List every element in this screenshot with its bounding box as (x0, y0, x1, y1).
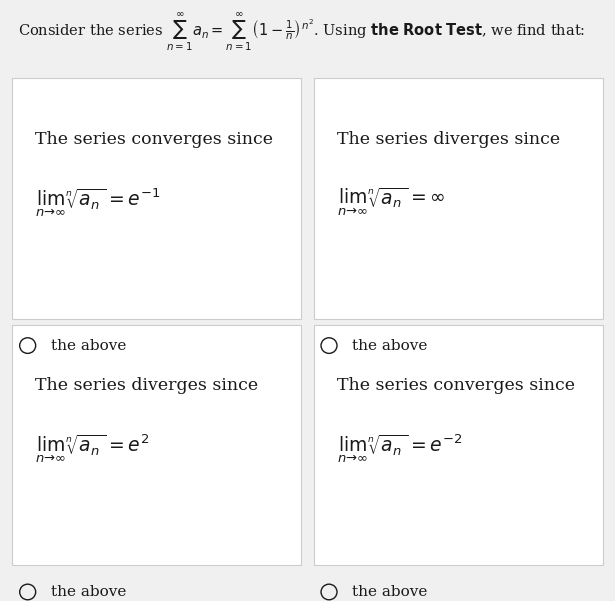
Text: The series diverges since: The series diverges since (337, 131, 560, 148)
Text: $\lim_{n \to \infty} \sqrt[n]{a_n} = e^{2}$: $\lim_{n \to \infty} \sqrt[n]{a_n} = e^{… (36, 433, 149, 465)
Text: the above: the above (352, 338, 428, 353)
Text: the above: the above (352, 585, 428, 599)
Text: the above: the above (51, 338, 127, 353)
Text: the above: the above (51, 585, 127, 599)
Text: The series diverges since: The series diverges since (36, 377, 258, 394)
Text: The series converges since: The series converges since (337, 377, 575, 394)
Text: The series converges since: The series converges since (36, 131, 274, 148)
Text: Consider the series $\sum_{n=1}^{\infty} a_n = \sum_{n=1}^{\infty}\left(1 - \fra: Consider the series $\sum_{n=1}^{\infty}… (18, 11, 585, 53)
Text: $\lim_{n \to \infty} \sqrt[n]{a_n} = \infty$: $\lim_{n \to \infty} \sqrt[n]{a_n} = \in… (337, 186, 445, 218)
Text: $\lim_{n \to \infty} \sqrt[n]{a_n} = e^{-2}$: $\lim_{n \to \infty} \sqrt[n]{a_n} = e^{… (337, 433, 462, 465)
Text: $\lim_{n \to \infty} \sqrt[n]{a_n} = e^{-1}$: $\lim_{n \to \infty} \sqrt[n]{a_n} = e^{… (36, 186, 161, 219)
